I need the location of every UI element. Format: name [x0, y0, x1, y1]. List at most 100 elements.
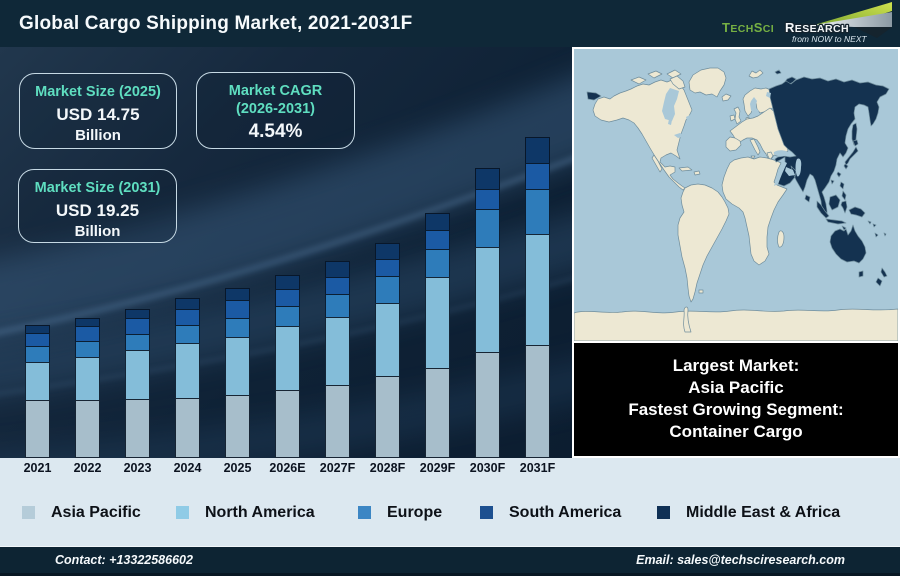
bar-segment-2026E-south-america: [275, 289, 300, 306]
legend-swatch-icon: [176, 506, 189, 519]
map-landmass: [750, 155, 756, 160]
bar-segment-2031F-north-america: [525, 234, 550, 345]
callout-line-3: Fastest Growing Segment:: [628, 400, 844, 419]
map-land-group: [573, 67, 899, 342]
map-region-asia-pacific: [830, 179, 835, 185]
bar-2025: [225, 288, 250, 458]
bar-segment-2029F-south-america: [425, 230, 450, 249]
bar-segment-2022-asia-pacific: [75, 400, 100, 458]
legend-swatch-icon: [358, 506, 371, 519]
chart-legend: Asia Pacific North America Europe South Ame…: [0, 478, 900, 546]
bar-segment-2027F-europe: [325, 294, 350, 317]
map-landmass: [698, 289, 704, 294]
map-landmass: [630, 76, 647, 85]
map-sea-st-lawrence: [686, 115, 691, 120]
map-sea-white-sea: [766, 92, 771, 98]
map-landmass: [666, 69, 682, 79]
market-size-2031-value: USD 19.25: [55, 201, 140, 220]
world-map: [573, 49, 899, 342]
bar-segment-2030F-asia-pacific: [475, 352, 500, 458]
main-area: Market Size (2025) USD 14.75 Billion Mar…: [0, 47, 900, 458]
logo-brand-secondary: RESEARCH: [785, 20, 849, 35]
bar-2030F: [475, 168, 500, 458]
year-label-2025: 2025: [223, 461, 252, 475]
bar-2028F: [375, 243, 400, 458]
map-region-asia-pacific: [858, 270, 864, 278]
bar-2021: [25, 325, 50, 458]
market-cagr-value: 4.54%: [248, 121, 303, 142]
bar-segment-2022-north-america: [75, 357, 100, 400]
map-region-asia-pacific: [804, 194, 811, 203]
bar-segment-2021-middle-east-africa: [25, 325, 50, 333]
map-landmass: [766, 151, 774, 161]
map-landmass: [749, 138, 761, 156]
bar-2024: [175, 298, 200, 458]
background-wave-1: [0, 77, 572, 341]
bar-segment-2027F-asia-pacific: [325, 385, 350, 458]
year-label-2030F: 2030F: [469, 461, 506, 475]
bar-segment-2028F-europe: [375, 276, 400, 303]
map-sea-red-sea: [774, 161, 787, 186]
legend-swatch-icon: [657, 506, 670, 519]
logo-arrow-green-blade: [814, 2, 892, 26]
bar-segment-2022-europe: [75, 341, 100, 357]
logo-arrow-icon: [814, 2, 892, 38]
bar-segment-2023-asia-pacific: [125, 399, 150, 458]
bottom-strip: 2021 2022 2023 2024 2025 2026E 2027F 2028F 2029F…: [0, 458, 900, 546]
map-region-asia-pacific: [872, 223, 877, 228]
market-size-2025-label: Market Size (2025): [35, 84, 161, 100]
bar-segment-2030F-middle-east-africa: [475, 168, 500, 189]
map-landmass: [651, 154, 663, 173]
bar-segment-2026E-europe: [275, 306, 300, 326]
map-region-asia-pacific: [768, 76, 890, 217]
bar-segment-2027F-south-america: [325, 277, 350, 294]
year-label-2029F: 2029F: [419, 461, 456, 475]
year-label-2027F: 2027F: [319, 461, 356, 475]
bar-2022: [75, 318, 100, 458]
map-sea-baltic-sea: [750, 97, 759, 116]
map-region-asia-pacific: [586, 91, 602, 101]
bar-segment-2024-middle-east-africa: [175, 298, 200, 309]
bar-segment-2026E-asia-pacific: [275, 390, 300, 458]
year-label-2024: 2024: [173, 461, 202, 475]
bar-segment-2028F-asia-pacific: [375, 376, 400, 458]
bar-2023: [125, 309, 150, 458]
legend-swatch-icon: [22, 506, 35, 519]
bar-segment-2025-north-america: [225, 337, 250, 395]
bar-segment-2024-europe: [175, 325, 200, 343]
footer-bar: Contact: +13322586602 Email: sales@techs…: [0, 546, 900, 576]
bar-segment-2024-north-america: [175, 343, 200, 398]
bar-segment-2023-north-america: [125, 350, 150, 399]
legend-label: Asia Pacific: [51, 504, 141, 521]
map-landmass: [777, 230, 785, 248]
logo-arrow-silver-blade: [814, 12, 892, 27]
map-landmass: [669, 75, 686, 90]
market-cagr-label-line2: (2026-2031): [236, 101, 315, 117]
bar-segment-2029F-europe: [425, 249, 450, 277]
bar-segment-2029F-asia-pacific: [425, 368, 450, 458]
bar-segment-2023-south-america: [125, 318, 150, 334]
bar-segment-2021-north-america: [25, 362, 50, 400]
bar-segment-2025-europe: [225, 318, 250, 337]
logo-arrow-dark-notch: [854, 27, 892, 38]
bar-segment-2025-south-america: [225, 300, 250, 318]
bar-segment-2030F-europe: [475, 209, 500, 247]
callout-line-2: Asia Pacific: [688, 378, 784, 397]
map-region-asia-pacific: [841, 225, 847, 231]
stacked-bar-chart: [0, 47, 572, 458]
year-label-2023: 2023: [123, 461, 152, 475]
footer-contact: Contact: +13322586602: [55, 553, 193, 567]
map-sea-black-sea: [773, 150, 789, 157]
map-region-asia-pacific: [852, 139, 859, 147]
logo-letters-small: CI: [763, 23, 774, 35]
bar-segment-2023-middle-east-africa: [125, 309, 150, 318]
logo-letter-large: S: [754, 20, 763, 35]
market-size-2031-box: Market Size (2031) USD 19.25 Billion: [18, 169, 177, 243]
logo-tagline: from NOW to NEXT: [792, 34, 867, 44]
logo-brand-primary: TECHSCI: [722, 20, 774, 35]
market-size-2025-value: USD 14.75: [56, 105, 140, 124]
map-region-asia-pacific: [844, 146, 859, 166]
bar-segment-2022-south-america: [75, 326, 100, 341]
logo-letter-large: R: [785, 20, 795, 35]
x-axis-year-labels: 2021 2022 2023 2024 2025 2026E 2027F 2028F 2029F…: [0, 458, 900, 478]
